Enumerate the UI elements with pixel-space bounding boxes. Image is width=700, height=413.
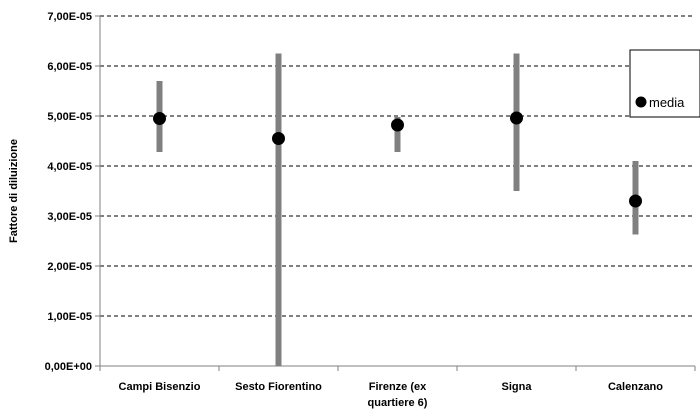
y-axis-title: Fattore di diluizione xyxy=(8,139,20,243)
mean-point xyxy=(272,132,285,145)
y-tick-label: 5,00E-05 xyxy=(47,111,92,123)
mean-point xyxy=(391,118,404,132)
x-axis-ticks: Campi Bisenzio Sesto Fiorentino Firenze (e… xyxy=(99,366,696,409)
y-tick-label: 1,00E-05 xyxy=(47,311,92,323)
plot-area xyxy=(100,16,695,366)
x-tick-label: Signa xyxy=(502,381,533,393)
axes xyxy=(99,16,695,367)
legend: media xyxy=(629,49,700,118)
y-axis-ticks: 0,00E+00 1,00E-05 2,00E-05 3,00E-05 4,00E-05… xyxy=(45,11,100,373)
mean-point xyxy=(510,111,523,125)
gridlines xyxy=(100,15,695,317)
mean-point xyxy=(153,112,166,125)
x-tick-label: Sesto Fiorentino xyxy=(235,381,322,393)
range-bar xyxy=(275,53,282,366)
mean-point xyxy=(629,194,642,208)
y-tick-label: 7,00E-05 xyxy=(47,11,92,23)
range-bar xyxy=(394,117,401,152)
y-tick-label: 4,00E-05 xyxy=(47,161,92,173)
legend-label-media: media xyxy=(649,95,685,110)
y-tick-label: 3,00E-05 xyxy=(47,211,92,223)
y-tick-label: 6,00E-05 xyxy=(47,61,92,73)
y-tick-label: 2,00E-05 xyxy=(47,261,92,273)
x-tick-label: Calenzano xyxy=(608,381,663,393)
mean-points xyxy=(153,111,642,208)
y-tick-label: 0,00E+00 xyxy=(45,361,92,373)
x-tick-label: Campi Bisenzio xyxy=(119,381,201,393)
x-tick-label: Firenze (ex quartiere 6) xyxy=(368,381,428,409)
legend-marker xyxy=(635,96,647,108)
